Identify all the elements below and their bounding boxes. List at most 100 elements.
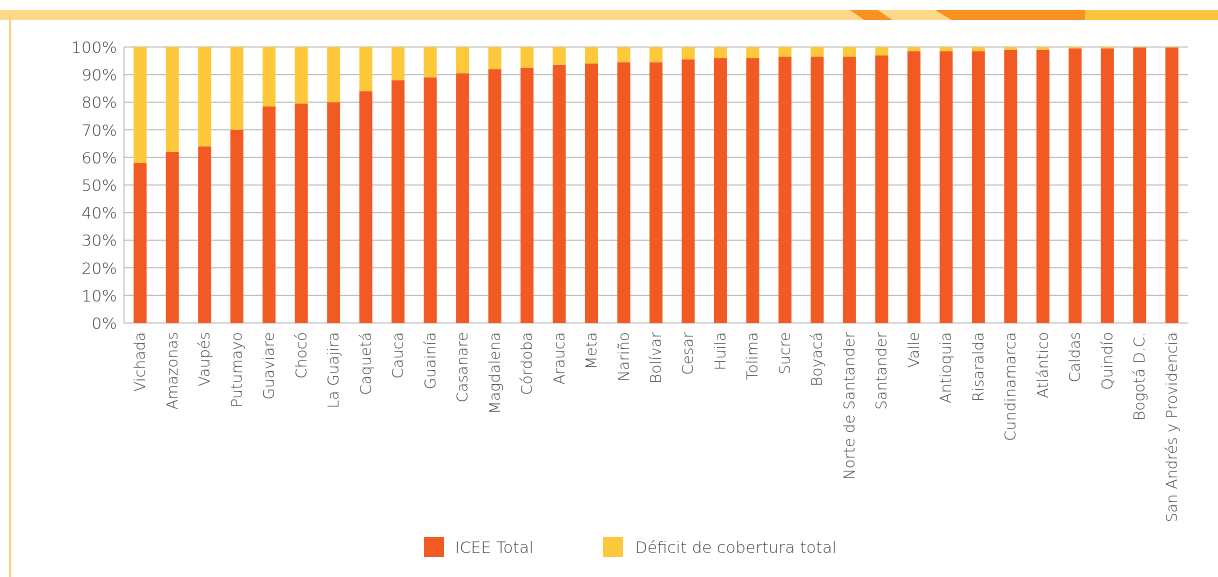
- bar-deficit-cobertura: [810, 47, 824, 57]
- bar-icee-total: [165, 151, 179, 323]
- x-category-label: Quindío: [1098, 332, 1116, 390]
- y-tick-label: 30%: [81, 231, 117, 250]
- y-tick-label: 90%: [81, 66, 117, 85]
- legend-label-icee: ICEE Total: [455, 538, 534, 557]
- bar-icee-total: [842, 56, 856, 323]
- bar-icee-total: [1133, 47, 1147, 323]
- bar-icee-total: [230, 129, 244, 323]
- x-category-label: Caldas: [1066, 332, 1084, 382]
- bar-deficit-cobertura: [585, 47, 599, 64]
- y-axis-ticks: 0% 10% 20% 30% 40% 50% 60% 70% 80% 90% 100%: [71, 38, 117, 333]
- x-category-label: Meta: [583, 332, 601, 369]
- bar-deficit-cobertura: [456, 47, 470, 74]
- bar-deficit-cobertura: [617, 47, 631, 63]
- bar-icee-total: [456, 73, 470, 323]
- bar-icee-total: [649, 62, 663, 324]
- bar-deficit-cobertura: [423, 47, 437, 78]
- bar-deficit-cobertura: [552, 47, 566, 65]
- bar-deficit-cobertura: [165, 47, 179, 152]
- bar-icee-total: [552, 64, 566, 323]
- bar-icee-total: [875, 55, 889, 323]
- x-category-label: Santander: [873, 331, 891, 410]
- y-tick-label: 100%: [71, 38, 117, 57]
- x-category-label: San Andrés y Providencia: [1163, 332, 1181, 522]
- x-category-label: La Guajira: [325, 332, 343, 408]
- bar-deficit-cobertura: [971, 47, 985, 52]
- bar-deficit-cobertura: [198, 47, 212, 147]
- bar-icee-total: [294, 103, 308, 323]
- bar-deficit-cobertura: [520, 47, 534, 68]
- x-category-label: Vichada: [131, 332, 149, 392]
- bar-icee-total: [1036, 49, 1050, 323]
- x-category-label: Amazonas: [163, 332, 181, 410]
- bar-icee-total: [198, 146, 212, 323]
- y-tick-label: 70%: [81, 121, 117, 140]
- bar-icee-total: [617, 62, 631, 324]
- bar-icee-total: [713, 58, 727, 323]
- legend-swatch-deficit: [603, 537, 623, 557]
- x-category-label: Bogotá D.C.: [1131, 332, 1149, 421]
- bar-deficit-cobertura: [1004, 47, 1018, 50]
- band-orange-1: [850, 10, 895, 22]
- band-yellow: [1085, 10, 1218, 22]
- x-category-label: Guainía: [421, 332, 439, 389]
- x-axis-labels: Vichada Amazonas Vaupés Putumayo Guaviare Cho…: [131, 331, 1181, 522]
- x-category-label: Tolima: [744, 332, 762, 380]
- bar-icee-total: [520, 67, 534, 323]
- bar-deficit-cobertura: [133, 47, 147, 163]
- bar-icee-total: [391, 80, 405, 324]
- bar-deficit-cobertura: [907, 47, 921, 52]
- bar-deficit-cobertura: [262, 47, 276, 107]
- bar-deficit-cobertura: [875, 47, 889, 56]
- y-tick-label: 60%: [81, 148, 117, 167]
- x-category-label: Cundinamarca: [1002, 332, 1020, 441]
- bar-icee-total: [1100, 48, 1114, 323]
- bar-icee-total: [681, 59, 695, 324]
- x-category-label: Nariño: [615, 332, 633, 381]
- bars: [133, 47, 1179, 324]
- bar-icee-total: [423, 77, 437, 323]
- bar-icee-total: [1165, 47, 1179, 323]
- bar-deficit-cobertura: [391, 47, 405, 81]
- bar-deficit-cobertura: [746, 47, 760, 59]
- bar-icee-total: [488, 69, 502, 323]
- bar-deficit-cobertura: [1036, 47, 1050, 50]
- x-category-label: Antioquia: [937, 332, 955, 403]
- bar-deficit-cobertura: [681, 47, 695, 60]
- bar-deficit-cobertura: [778, 47, 792, 57]
- bar-deficit-cobertura: [842, 47, 856, 57]
- bar-icee-total: [359, 91, 373, 323]
- x-category-label: Huila: [711, 332, 729, 370]
- y-tick-label: 20%: [81, 259, 117, 278]
- bar-icee-total: [778, 56, 792, 323]
- bar-deficit-cobertura: [294, 47, 308, 104]
- bar-icee-total: [746, 58, 760, 323]
- x-category-label: Casanare: [454, 332, 472, 402]
- x-category-label: Córdoba: [518, 332, 536, 395]
- x-category-label: Putumayo: [228, 332, 246, 408]
- bar-icee-total: [810, 56, 824, 323]
- bar-deficit-cobertura: [359, 47, 373, 92]
- y-tick-label: 80%: [81, 93, 117, 112]
- x-category-label: Vaupés: [196, 332, 214, 386]
- bar-deficit-cobertura: [713, 47, 727, 59]
- x-category-label: Magdalena: [486, 332, 504, 414]
- y-tick-label: 50%: [81, 176, 117, 195]
- x-category-label: Caquetá: [357, 332, 375, 395]
- bar-icee-total: [262, 106, 276, 323]
- bar-icee-total: [585, 63, 599, 324]
- legend-label-deficit: Déficit de cobertura total: [635, 538, 837, 557]
- x-category-label: Guaviare: [260, 332, 278, 400]
- bar-icee-total: [1068, 48, 1082, 323]
- bar-deficit-cobertura: [1068, 47, 1082, 49]
- x-category-label: Chocó: [292, 332, 310, 379]
- bar-deficit-cobertura: [1100, 47, 1114, 49]
- x-category-label: Cesar: [679, 331, 697, 375]
- x-category-label: Risaralda: [969, 332, 987, 402]
- bar-icee-total: [939, 51, 953, 323]
- bar-deficit-cobertura: [1133, 47, 1147, 48]
- band-light-top: [0, 10, 860, 14]
- bar-deficit-cobertura: [1165, 47, 1179, 48]
- bar-deficit-cobertura: [230, 47, 244, 130]
- left-accent-rule: [9, 14, 11, 577]
